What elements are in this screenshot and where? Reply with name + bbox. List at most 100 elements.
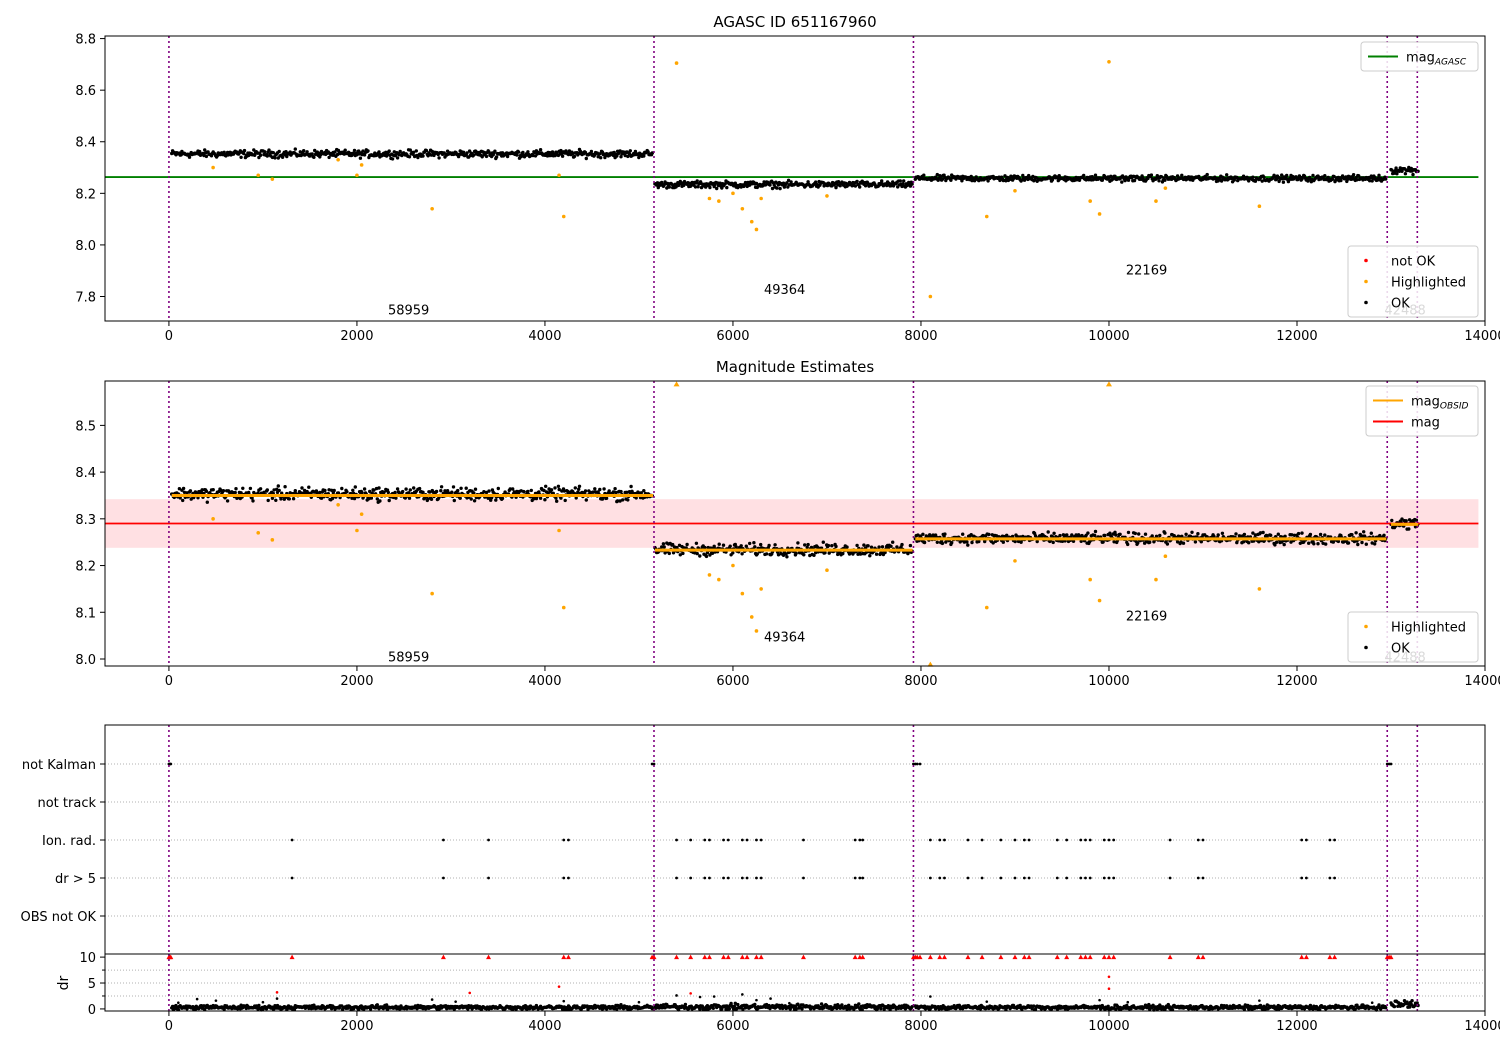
magnitude-xtick-label: 0	[165, 674, 173, 689]
agasc-ok-point	[361, 149, 365, 153]
agasc-ok-point	[515, 153, 519, 157]
dr-xtick-label: 6000	[716, 1019, 749, 1034]
dr-ok-point	[840, 1003, 844, 1007]
dr-ok-point	[1258, 999, 1261, 1002]
magnitude-ok-point	[404, 487, 408, 491]
magnitude-ok-point	[408, 488, 412, 492]
agasc-obsid-label: 49364	[764, 283, 805, 298]
magnitude-ok-point	[563, 498, 567, 503]
magnitude-ok-point	[293, 489, 297, 493]
agasc-obsid-label: 58959	[388, 303, 429, 318]
flags-event-point	[1112, 838, 1116, 842]
dr-clipped-marker	[800, 954, 806, 960]
magnitude-ok-point	[482, 490, 486, 494]
magnitude-ok-point	[456, 488, 460, 493]
agasc-ok-point	[252, 148, 256, 152]
magnitude-clipped-marker	[673, 381, 680, 387]
agasc-ok-point	[1031, 174, 1035, 179]
magnitude-ok-point	[1247, 541, 1251, 545]
agasc-ok-point	[1175, 174, 1180, 178]
agasc-ok-point	[516, 150, 521, 154]
magnitude-ok-point	[1251, 531, 1255, 535]
magnitude-ytick-label: 8.4	[75, 466, 96, 481]
dr-ok-point	[769, 997, 772, 1000]
dr-not-ok-point	[275, 991, 279, 994]
dr-clipped-marker	[937, 954, 943, 960]
magnitude-ok-point	[417, 486, 422, 491]
magnitude-ok-point	[233, 490, 237, 495]
agasc-ok-point	[414, 149, 418, 153]
magnitude-ok-point	[1253, 533, 1258, 537]
agasc-highlighted-point	[355, 173, 359, 178]
flags-event-point	[1333, 876, 1336, 880]
agasc-highlighted-point	[740, 207, 745, 211]
magnitude-ok-point	[1103, 533, 1107, 538]
dr-grid	[105, 969, 1485, 997]
magnitude-ok-point	[1273, 543, 1277, 547]
magnitude-ok-point	[1154, 534, 1159, 538]
magnitude-ok-point	[1354, 531, 1358, 535]
flags-event-point	[1102, 838, 1106, 842]
magnitude-ok-point	[598, 487, 602, 492]
magnitude-ok-point	[1257, 540, 1261, 544]
magnitude-ok-point	[1136, 541, 1140, 545]
magnitude-clipped-marker	[1105, 381, 1112, 387]
agasc-ok-point	[1205, 172, 1209, 177]
agasc-ok-point	[1403, 172, 1408, 176]
magnitude-ok-point	[332, 488, 336, 493]
dr-clipped-marker	[852, 954, 858, 960]
magnitude-ok-point	[248, 486, 253, 491]
magnitude-clipped-marker	[927, 661, 934, 667]
magnitude-ok-point	[503, 490, 507, 494]
magnitude-highlighted-point	[759, 587, 763, 591]
flags-event-point	[442, 876, 445, 880]
dr-ok-point	[952, 1004, 956, 1008]
magnitude-ok-point	[1324, 542, 1328, 546]
magnitude-ok-point	[1052, 531, 1056, 535]
magnitude-ok-point	[869, 545, 874, 549]
magnitude-ok-point	[1013, 539, 1017, 544]
agasc-ok-point	[693, 185, 698, 189]
agasc-ok-point	[1285, 173, 1289, 178]
flags-points-layer	[167, 762, 1393, 880]
magnitude-ok-point	[821, 540, 825, 544]
magnitude-ok-point	[785, 555, 789, 559]
flags-event-point	[1328, 838, 1332, 842]
agasc-xtick-label: 10000	[1088, 329, 1129, 344]
magnitude-ok-point	[1148, 540, 1152, 544]
magnitude-ok-point	[247, 490, 251, 495]
agasc-ok-point	[646, 150, 650, 154]
flags-event-point	[652, 762, 656, 766]
dr-ok-point	[733, 1001, 737, 1005]
magnitude-highlighted-point	[430, 591, 434, 596]
magnitude-ok-point	[557, 487, 561, 492]
agasc-ok-point	[858, 185, 862, 189]
agasc-ok-point	[1368, 179, 1372, 183]
agasc-ok-point	[708, 185, 712, 190]
agasc-ok-point	[1400, 169, 1404, 173]
dr-ok-point	[711, 1006, 715, 1010]
magnitude-ok-point	[805, 545, 809, 550]
magnitude-ok-point	[1093, 533, 1097, 538]
flags-event-point	[755, 838, 758, 842]
dr-ok-point	[879, 1006, 883, 1011]
dr-clipped-marker	[1054, 954, 1060, 960]
dr-xtick-label: 8000	[904, 1019, 937, 1034]
magnitude-ok-point	[841, 551, 845, 556]
flags-event-point	[1196, 838, 1200, 842]
dr-clipped-marker	[917, 954, 923, 960]
magnitude-ok-point	[372, 488, 376, 492]
agasc-lower-legend-box	[1347, 245, 1479, 318]
agasc-ok-point	[395, 156, 400, 160]
agasc-ok-point	[1330, 177, 1335, 181]
magnitude-ok-point	[277, 488, 281, 493]
agasc-ok-point	[768, 183, 772, 187]
magnitude-ok-point	[607, 489, 611, 493]
agasc-ok-point	[599, 156, 603, 160]
magnitude-ok-point	[615, 499, 620, 503]
agasc-ok-point	[1377, 173, 1381, 177]
magnitude-ok-point	[412, 486, 416, 490]
agasc-ytick-label: 7.8	[75, 290, 96, 305]
magnitude-ok-point	[868, 554, 872, 558]
agasc-ok-point	[1394, 166, 1398, 170]
